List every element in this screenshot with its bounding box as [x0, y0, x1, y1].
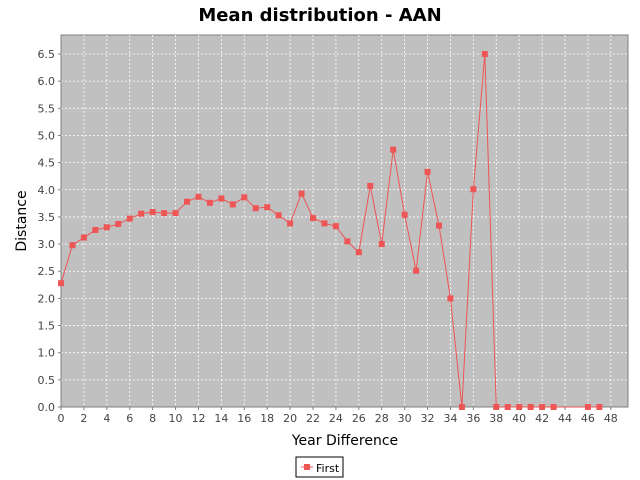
x-tick-label: 30	[398, 412, 412, 425]
data-point	[481, 51, 488, 58]
y-tick-label: 0.5	[38, 374, 56, 387]
data-point	[436, 222, 442, 229]
x-tick-label: 12	[191, 412, 205, 425]
data-point	[69, 242, 76, 249]
y-tick-label: 4.0	[38, 184, 56, 197]
data-point	[172, 210, 179, 217]
x-tick-label: 0	[58, 412, 65, 425]
x-tick-label: 32	[421, 412, 435, 425]
x-tick-label: 46	[581, 412, 595, 425]
data-point	[390, 146, 397, 153]
plot-area	[60, 34, 629, 408]
data-point	[413, 267, 420, 274]
y-tick-label: 2.5	[38, 265, 56, 278]
data-point	[287, 220, 294, 227]
series-layer	[58, 51, 603, 410]
x-tick-label: 10	[169, 412, 183, 425]
x-tick-label: 2	[80, 412, 87, 425]
data-point	[310, 215, 316, 222]
data-point	[596, 404, 603, 410]
x-axis-label: Year Difference	[291, 433, 398, 449]
data-point	[195, 193, 202, 200]
x-tick-label: 42	[535, 412, 549, 425]
data-point	[92, 226, 99, 233]
data-point	[126, 215, 133, 222]
x-tick-label: 14	[214, 412, 228, 425]
data-point	[367, 182, 374, 189]
data-point	[264, 204, 271, 211]
data-point	[115, 220, 122, 227]
data-point	[424, 168, 431, 175]
data-point	[184, 198, 190, 205]
x-tick-label: 8	[149, 412, 156, 425]
data-point	[80, 234, 87, 241]
data-point	[504, 404, 511, 410]
legend-box	[295, 456, 344, 478]
data-point	[550, 404, 557, 410]
data-point	[161, 210, 168, 217]
data-point	[470, 186, 477, 193]
y-tick-label: 4.5	[38, 157, 56, 170]
y-tick-label: 1.0	[38, 347, 56, 360]
data-point	[527, 404, 534, 410]
data-point	[252, 205, 259, 212]
x-tick-label: 4	[103, 412, 110, 425]
data-point	[493, 404, 500, 410]
y-tick-label: 3.0	[38, 238, 56, 251]
data-point	[344, 238, 351, 245]
data-point	[378, 241, 385, 248]
y-tick-label: 6.0	[38, 75, 56, 88]
data-point	[58, 280, 64, 287]
y-tick-label: 6.5	[38, 48, 56, 61]
x-tick-label: 16	[237, 412, 251, 425]
legend-marker	[304, 464, 310, 470]
chart-title: Mean distribution - AAN	[198, 5, 441, 26]
y-axis-label: Distance	[14, 190, 30, 251]
x-tick-label: 38	[489, 412, 503, 425]
data-point	[516, 404, 523, 410]
x-tick-label: 36	[466, 412, 480, 425]
data-point	[539, 404, 546, 410]
data-point	[206, 199, 213, 206]
y-tick-label: 2.0	[38, 292, 56, 305]
data-point	[447, 295, 454, 302]
data-point	[355, 249, 362, 256]
y-tick-label: 5.0	[38, 129, 56, 142]
x-tick-label: 28	[375, 412, 389, 425]
data-point	[298, 190, 305, 197]
data-point	[401, 211, 408, 218]
data-point	[275, 212, 282, 219]
x-tick-label: 40	[512, 412, 526, 425]
x-tick-label: 34	[443, 412, 457, 425]
data-point	[241, 194, 248, 201]
series-line	[60, 53, 600, 408]
x-tick-label: 18	[260, 412, 274, 425]
x-tick-label: 48	[604, 412, 618, 425]
data-point	[149, 209, 156, 216]
data-point	[229, 201, 236, 208]
x-tick-label: 44	[558, 412, 572, 425]
y-tick-label: 0.0	[38, 401, 56, 414]
x-tick-label: 24	[329, 412, 343, 425]
y-tick-label: 5.5	[38, 102, 56, 115]
grid	[60, 35, 628, 408]
x-tick-label: 20	[283, 412, 297, 425]
y-tick-label: 1.5	[38, 320, 56, 333]
legend: First	[295, 456, 344, 478]
data-point	[138, 210, 145, 217]
data-point	[332, 223, 339, 230]
data-point	[103, 224, 110, 231]
x-tick-label: 6	[126, 412, 133, 425]
data-point	[458, 404, 465, 410]
legend-label: First	[316, 462, 340, 475]
x-tick-label: 26	[352, 412, 366, 425]
x-tick-label: 22	[306, 412, 320, 425]
y-tick-label: 3.5	[38, 211, 56, 224]
data-point	[218, 195, 225, 202]
data-point	[321, 220, 328, 227]
data-point	[584, 404, 591, 410]
